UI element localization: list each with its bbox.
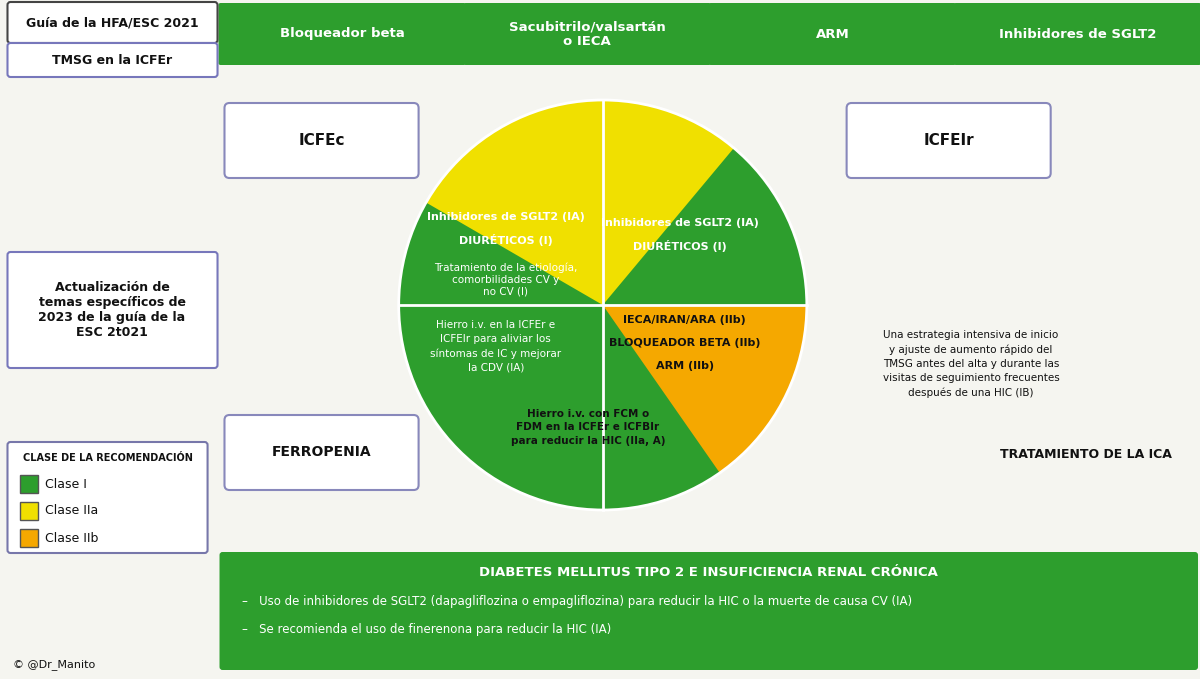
Text: Una estrategia intensiva de inicio
y ajuste de aumento rápido del
TMSG antes del: Una estrategia intensiva de inicio y aju… — [883, 330, 1060, 397]
Text: DIABETES MELLITUS TIPO 2 E INSUFICIENCIA RENAL CRÓNICA: DIABETES MELLITUS TIPO 2 E INSUFICIENCIA… — [479, 566, 938, 579]
Text: ICFEIr: ICFEIr — [923, 133, 974, 148]
Wedge shape — [602, 305, 806, 473]
Text: Clase IIa: Clase IIa — [46, 504, 98, 517]
FancyBboxPatch shape — [218, 3, 466, 65]
Text: Bloqueador beta: Bloqueador beta — [280, 28, 404, 41]
Text: DIURÉTICOS (I): DIURÉTICOS (I) — [634, 240, 727, 251]
Text: Tratamiento de la etiología,
comorbilidades CV y
no CV (I): Tratamiento de la etiología, comorbilida… — [434, 263, 577, 296]
FancyBboxPatch shape — [7, 252, 217, 368]
FancyBboxPatch shape — [224, 415, 419, 490]
Text: Hierro i.v. en la ICFEr e
ICFEIr para aliviar los
síntomas de IC y mejorar
la CD: Hierro i.v. en la ICFEr e ICFEIr para al… — [430, 320, 562, 373]
Text: TRATAMIENTO DE LA ICA: TRATAMIENTO DE LA ICA — [1000, 449, 1171, 462]
Text: © @Dr_Manito: © @Dr_Manito — [13, 659, 96, 670]
Text: IECA/IRAN/ARA (IIb): IECA/IRAN/ARA (IIb) — [624, 315, 746, 325]
Text: BLOQUEADOR BETA (IIb): BLOQUEADOR BETA (IIb) — [610, 338, 761, 348]
Text: ARM: ARM — [816, 28, 850, 41]
FancyBboxPatch shape — [7, 2, 217, 43]
FancyBboxPatch shape — [220, 552, 1198, 670]
FancyBboxPatch shape — [20, 475, 38, 493]
Text: Sacubitrilo/valsartán
o IECA: Sacubitrilo/valsartán o IECA — [509, 20, 666, 48]
FancyBboxPatch shape — [463, 3, 710, 65]
Text: Clase IIb: Clase IIb — [46, 532, 98, 545]
FancyBboxPatch shape — [7, 43, 217, 77]
FancyBboxPatch shape — [7, 442, 208, 553]
FancyBboxPatch shape — [847, 103, 1051, 178]
Text: Guía de la HFA/ESC 2021: Guía de la HFA/ESC 2021 — [25, 16, 198, 29]
FancyBboxPatch shape — [954, 3, 1200, 65]
Text: DIURÉTICOS (I): DIURÉTICOS (I) — [458, 234, 552, 246]
Text: Clase I: Clase I — [46, 477, 88, 490]
Text: Actualización de
temas específicos de
2023 de la guía de la
ESC 2t021: Actualización de temas específicos de 20… — [38, 281, 186, 339]
FancyBboxPatch shape — [20, 502, 38, 520]
Text: Hierro i.v. con FCM o
FDM en la ICFEr e ICFBIr
para reducir la HIC (IIa, A): Hierro i.v. con FCM o FDM en la ICFEr e … — [510, 409, 665, 445]
Circle shape — [398, 100, 806, 510]
Text: –   Se recomienda el uso de finerenona para reducir la HIC (IA): – Se recomienda el uso de finerenona par… — [242, 623, 612, 636]
Text: Inhibidores de SGLT2 (IA): Inhibidores de SGLT2 (IA) — [427, 213, 584, 223]
Text: FERROPENIA: FERROPENIA — [271, 445, 371, 460]
Text: Inhibidores de SGLT2 (IA): Inhibidores de SGLT2 (IA) — [601, 217, 758, 227]
Text: ICFEc: ICFEc — [299, 133, 344, 148]
FancyBboxPatch shape — [224, 103, 419, 178]
FancyBboxPatch shape — [709, 3, 956, 65]
FancyBboxPatch shape — [20, 529, 38, 547]
Text: ARM (IIb): ARM (IIb) — [656, 361, 714, 371]
Text: –   Uso de inhibidores de SGLT2 (dapagliflozina o empagliflozina) para reducir l: – Uso de inhibidores de SGLT2 (dapaglifl… — [242, 595, 912, 608]
Text: TMSG en la ICFEr: TMSG en la ICFEr — [52, 54, 172, 67]
Text: Inhibidores de SGLT2: Inhibidores de SGLT2 — [998, 28, 1156, 41]
Wedge shape — [426, 100, 734, 305]
Text: CLASE DE LA RECOMENDACIÓN: CLASE DE LA RECOMENDACIÓN — [23, 453, 192, 463]
